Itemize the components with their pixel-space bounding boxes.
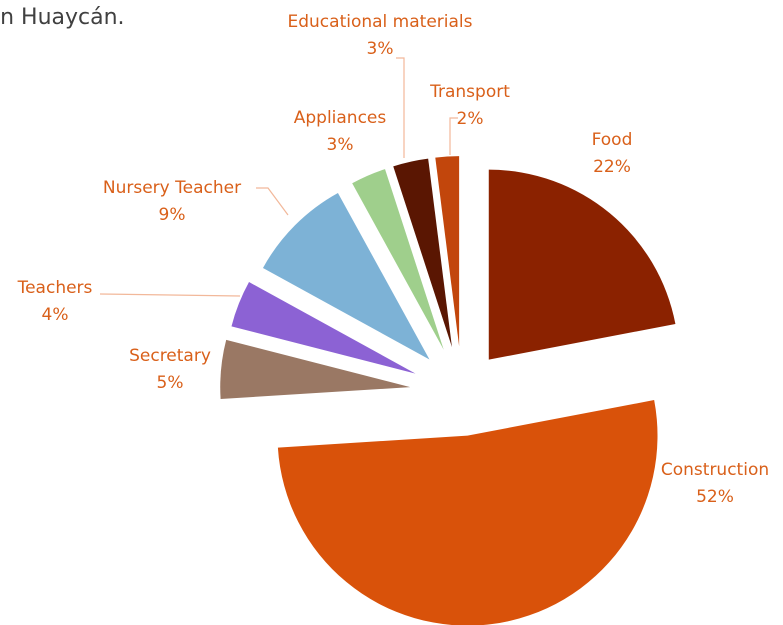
leader-line (256, 187, 289, 216)
pie-slice (393, 158, 452, 348)
pie-slice (488, 169, 676, 360)
slice-label: Teachers (17, 278, 93, 298)
slice-value-label: 2% (457, 109, 484, 129)
leader-line (99, 293, 241, 297)
slice-value-label: 52% (696, 487, 734, 507)
pie-slice (352, 169, 444, 350)
slice-value-label: 9% (159, 205, 186, 225)
pie-slice (277, 400, 658, 625)
slice-value-label: 5% (157, 373, 184, 393)
caption: in Huaycán. (0, 5, 125, 30)
slice-label: Appliances (294, 108, 387, 128)
slice-label: Educational materials (288, 12, 473, 32)
pie-slice (231, 282, 416, 374)
pie-slice (262, 192, 430, 360)
slice-value-label: 3% (367, 39, 394, 59)
slice-label: Secretary (129, 346, 211, 366)
slice-value-label: 4% (42, 305, 69, 325)
pie-slice (435, 156, 460, 347)
pie-slice (220, 339, 411, 400)
slice-value-label: 3% (327, 135, 354, 155)
slice-label: Food (592, 130, 633, 150)
slice-label: Nursery Teacher (103, 178, 241, 198)
leader-line (449, 117, 458, 155)
slice-value-label: 22% (593, 157, 631, 177)
slice-label: Construction (661, 460, 769, 480)
leader-line (396, 57, 405, 158)
slice-label: Transport (429, 82, 510, 102)
